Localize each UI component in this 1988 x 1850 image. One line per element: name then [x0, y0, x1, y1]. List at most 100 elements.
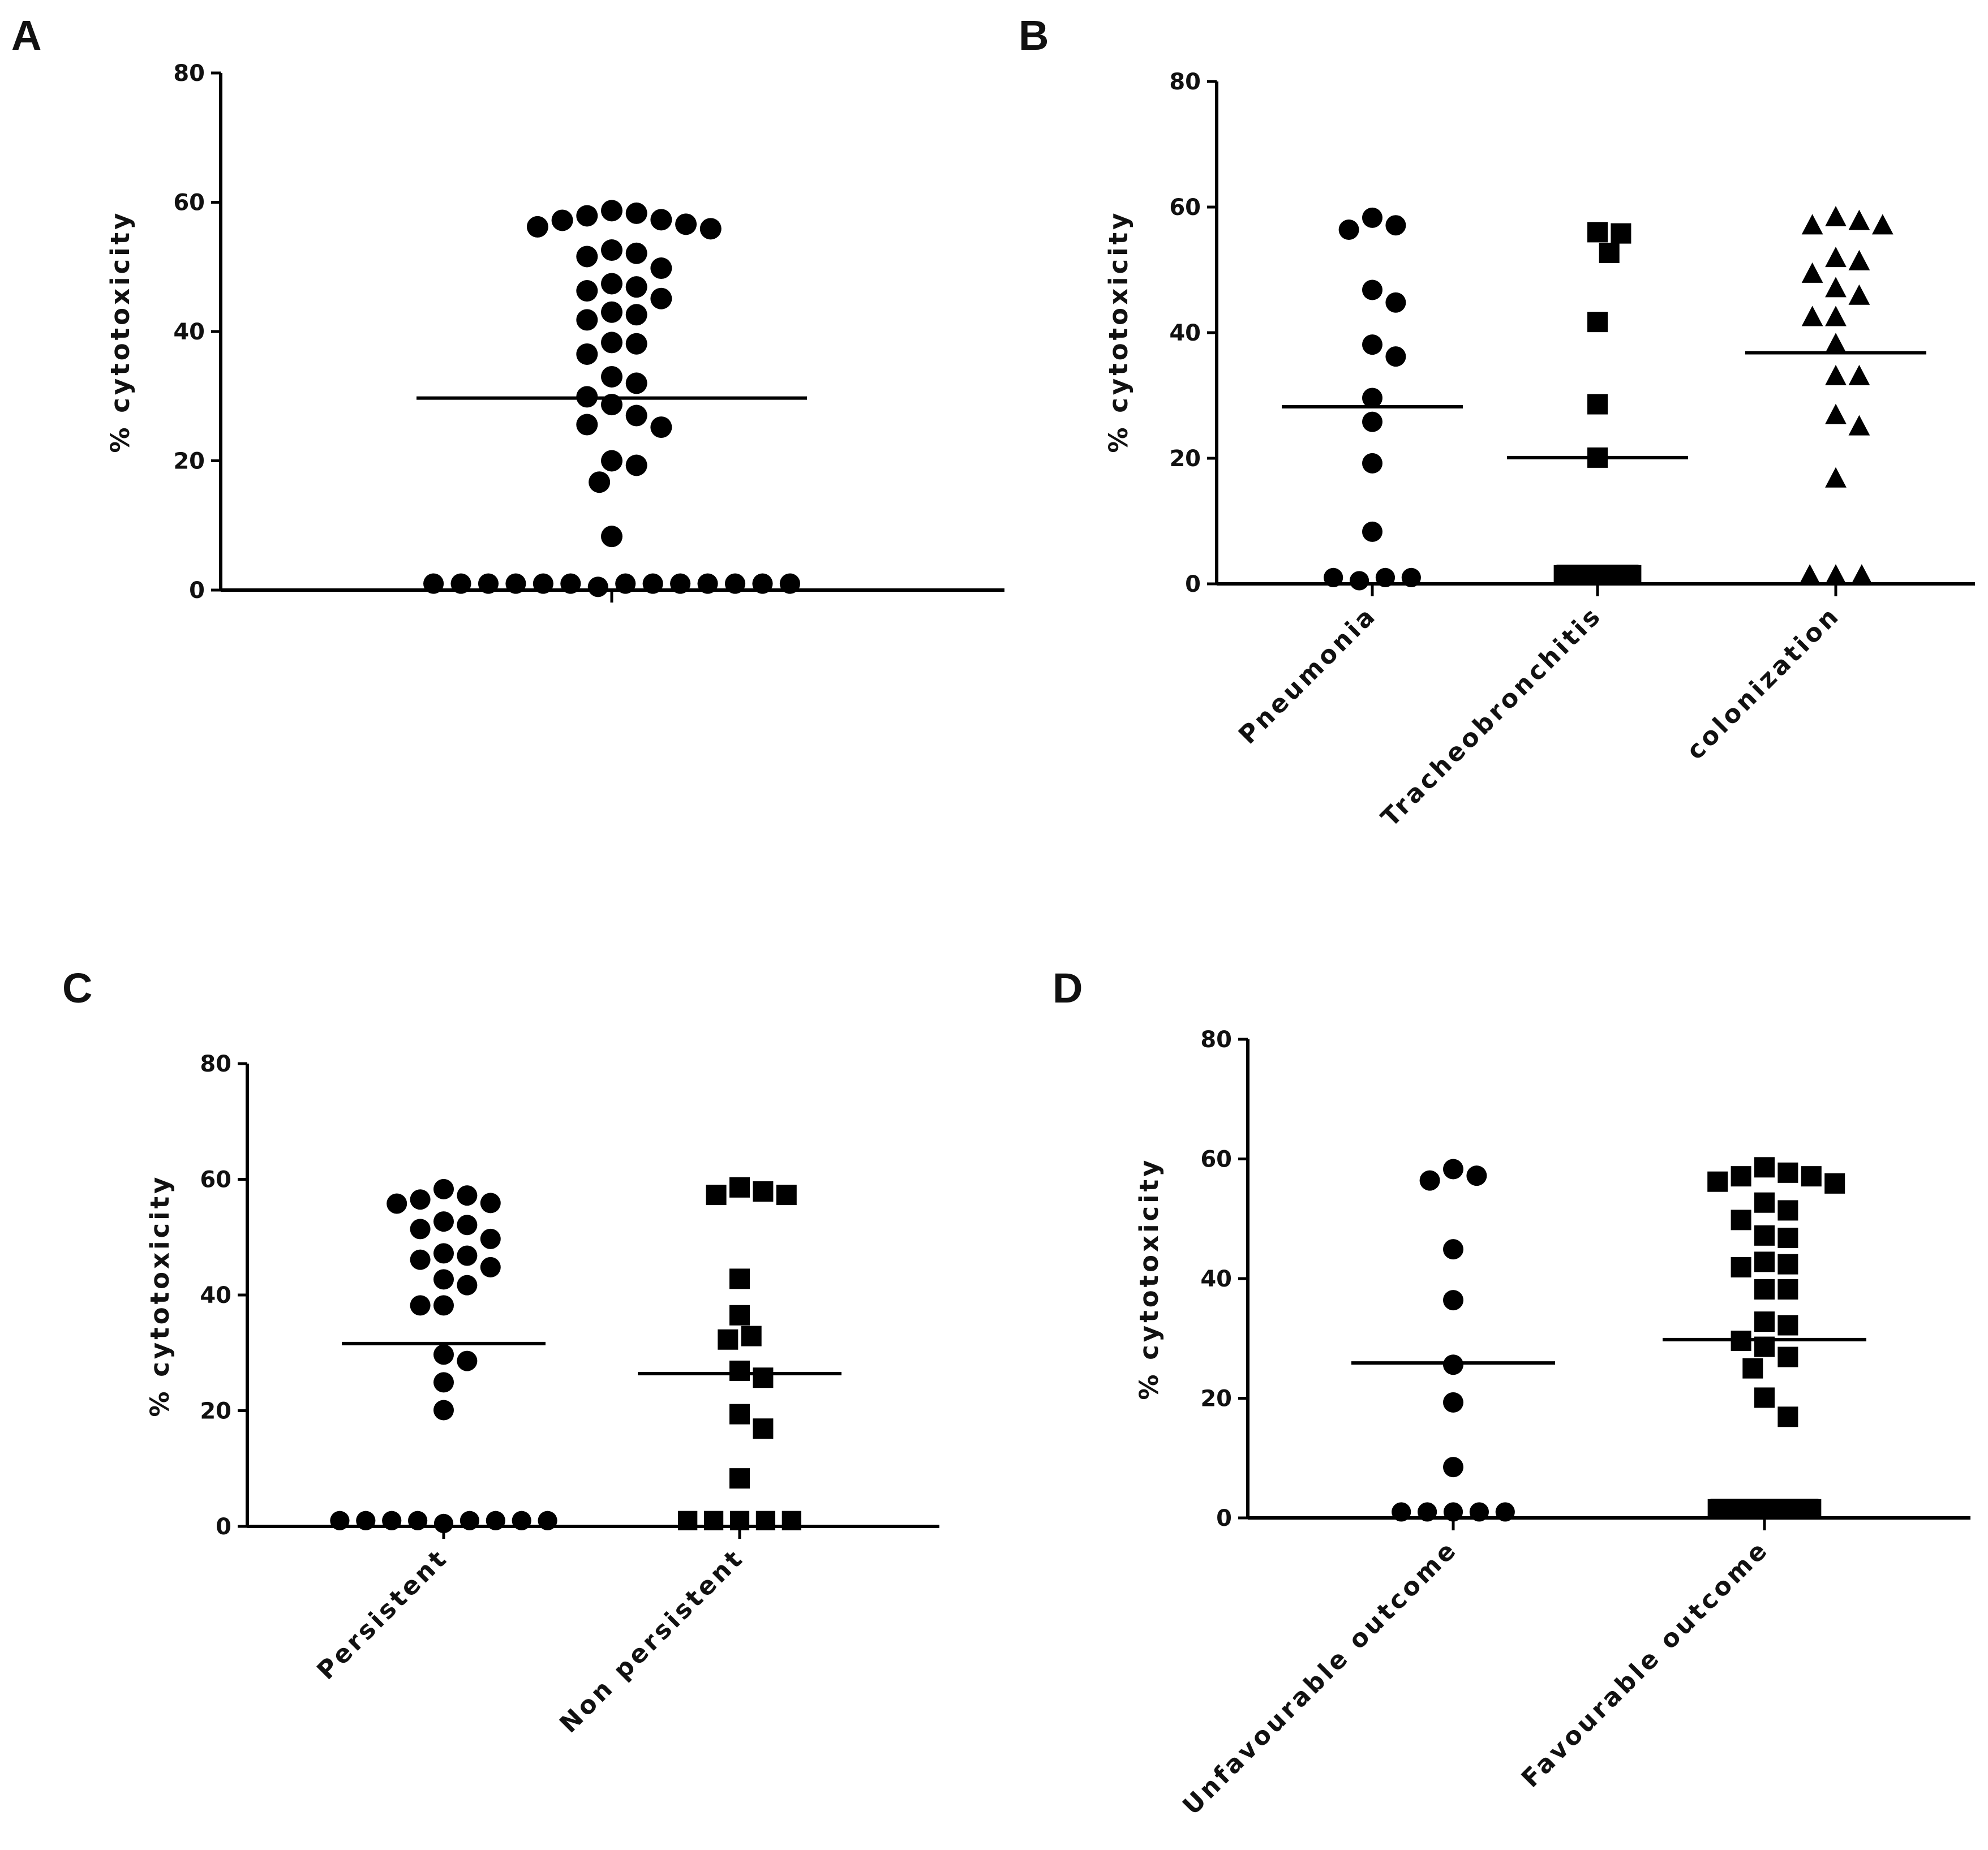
data-point [1443, 1159, 1463, 1180]
data-point [642, 573, 663, 594]
data-point [576, 309, 598, 331]
data-point [410, 1219, 431, 1240]
data-point [776, 1185, 797, 1206]
data-point [1826, 564, 1846, 584]
data-point [1443, 1392, 1463, 1413]
data-point [601, 450, 622, 472]
data-point [1848, 415, 1870, 436]
series-colonization [1745, 205, 1926, 584]
y-tick-label: 0 [189, 578, 205, 604]
y-tick-label: 60 [173, 190, 205, 216]
y-tick-label: 0 [1185, 571, 1201, 597]
data-point [1587, 312, 1608, 333]
data-point [650, 416, 672, 438]
data-point [457, 1185, 478, 1206]
data-point [480, 1193, 501, 1214]
data-point [433, 1400, 454, 1421]
y-tick-label: 40 [1169, 320, 1201, 346]
y-tick-label: 60 [200, 1167, 231, 1193]
data-point [1599, 243, 1620, 264]
data-point [433, 1178, 454, 1199]
series-favourable-outcome [1663, 1157, 1866, 1518]
data-point [1825, 205, 1847, 226]
data-point [450, 573, 471, 594]
data-point [1385, 215, 1406, 236]
data-point [1385, 292, 1406, 313]
y-tick-label: 40 [200, 1283, 231, 1309]
data-point [601, 200, 622, 222]
data-point [1731, 1166, 1751, 1187]
data-point [755, 1511, 775, 1530]
y-tick-label: 80 [173, 61, 205, 87]
data-point [782, 1511, 801, 1530]
data-point [1801, 306, 1823, 326]
data-point [1362, 453, 1382, 474]
y-tick-label: 20 [1169, 446, 1201, 472]
panel-d: D 0 20 40 60 80 % cytotoxicity Unfavourable out… [1053, 965, 1970, 1821]
data-point [1362, 411, 1382, 432]
category-label: Tracheobronchitis [1376, 601, 1608, 833]
y-tick-label: 0 [216, 1514, 231, 1540]
y-axis-title: % cytotoxicity [1134, 1157, 1164, 1400]
data-point [356, 1511, 376, 1530]
y-tick-label: 40 [1200, 1266, 1232, 1292]
data-point [1777, 1346, 1798, 1367]
data-point [704, 1511, 724, 1530]
panel-letter: C [62, 965, 92, 1012]
data-point [1731, 1257, 1751, 1277]
data-point [1587, 394, 1608, 415]
data-point [753, 1418, 774, 1439]
data-point [601, 332, 622, 354]
y-tick-label: 80 [1200, 1027, 1232, 1053]
data-point [753, 1367, 774, 1388]
data-point [699, 218, 722, 240]
data-point [625, 405, 647, 427]
data-point [1824, 1173, 1845, 1194]
data-point [1777, 1162, 1798, 1183]
data-point [615, 573, 636, 594]
y-tick-label: 20 [1200, 1386, 1232, 1412]
series-all [417, 200, 807, 597]
data-point [460, 1511, 480, 1530]
category-label: Non persistent [554, 1543, 749, 1739]
data-point [729, 1511, 750, 1530]
data-point [1801, 214, 1823, 235]
data-point [1362, 521, 1382, 542]
data-point [1324, 567, 1343, 587]
data-point [486, 1511, 505, 1530]
data-point [1362, 388, 1382, 408]
data-point [1443, 1239, 1463, 1260]
data-point [433, 1513, 454, 1533]
category-label: Favourable outcome [1516, 1535, 1775, 1793]
data-point [741, 1326, 762, 1346]
data-point [480, 1257, 501, 1277]
data-point [729, 1468, 750, 1489]
y-tick-label: 60 [1200, 1147, 1232, 1173]
data-point [1418, 1502, 1437, 1522]
data-point [1742, 1358, 1763, 1379]
data-point [650, 257, 672, 279]
data-point [1362, 279, 1382, 300]
data-point [1443, 1502, 1463, 1522]
data-point [1801, 1166, 1822, 1187]
data-point [678, 1511, 698, 1530]
data-point [560, 573, 581, 594]
data-point [1623, 565, 1642, 584]
data-point [718, 1329, 738, 1350]
data-point [752, 573, 773, 594]
data-point [433, 1243, 454, 1264]
data-point [1871, 214, 1893, 235]
data-point [1825, 467, 1847, 488]
data-point [1777, 1315, 1798, 1336]
data-point [457, 1275, 478, 1296]
y-tick-label: 40 [173, 319, 205, 345]
data-point [1495, 1502, 1515, 1522]
y-tick-label: 20 [200, 1399, 231, 1425]
data-point [589, 471, 611, 493]
data-point [1392, 1502, 1411, 1522]
data-point [1587, 222, 1608, 243]
data-point [423, 573, 444, 594]
panel-a: A 0 20 40 60 80 % cytotoxicity [11, 12, 1004, 604]
data-point [1419, 1170, 1440, 1191]
data-point [706, 1185, 727, 1206]
